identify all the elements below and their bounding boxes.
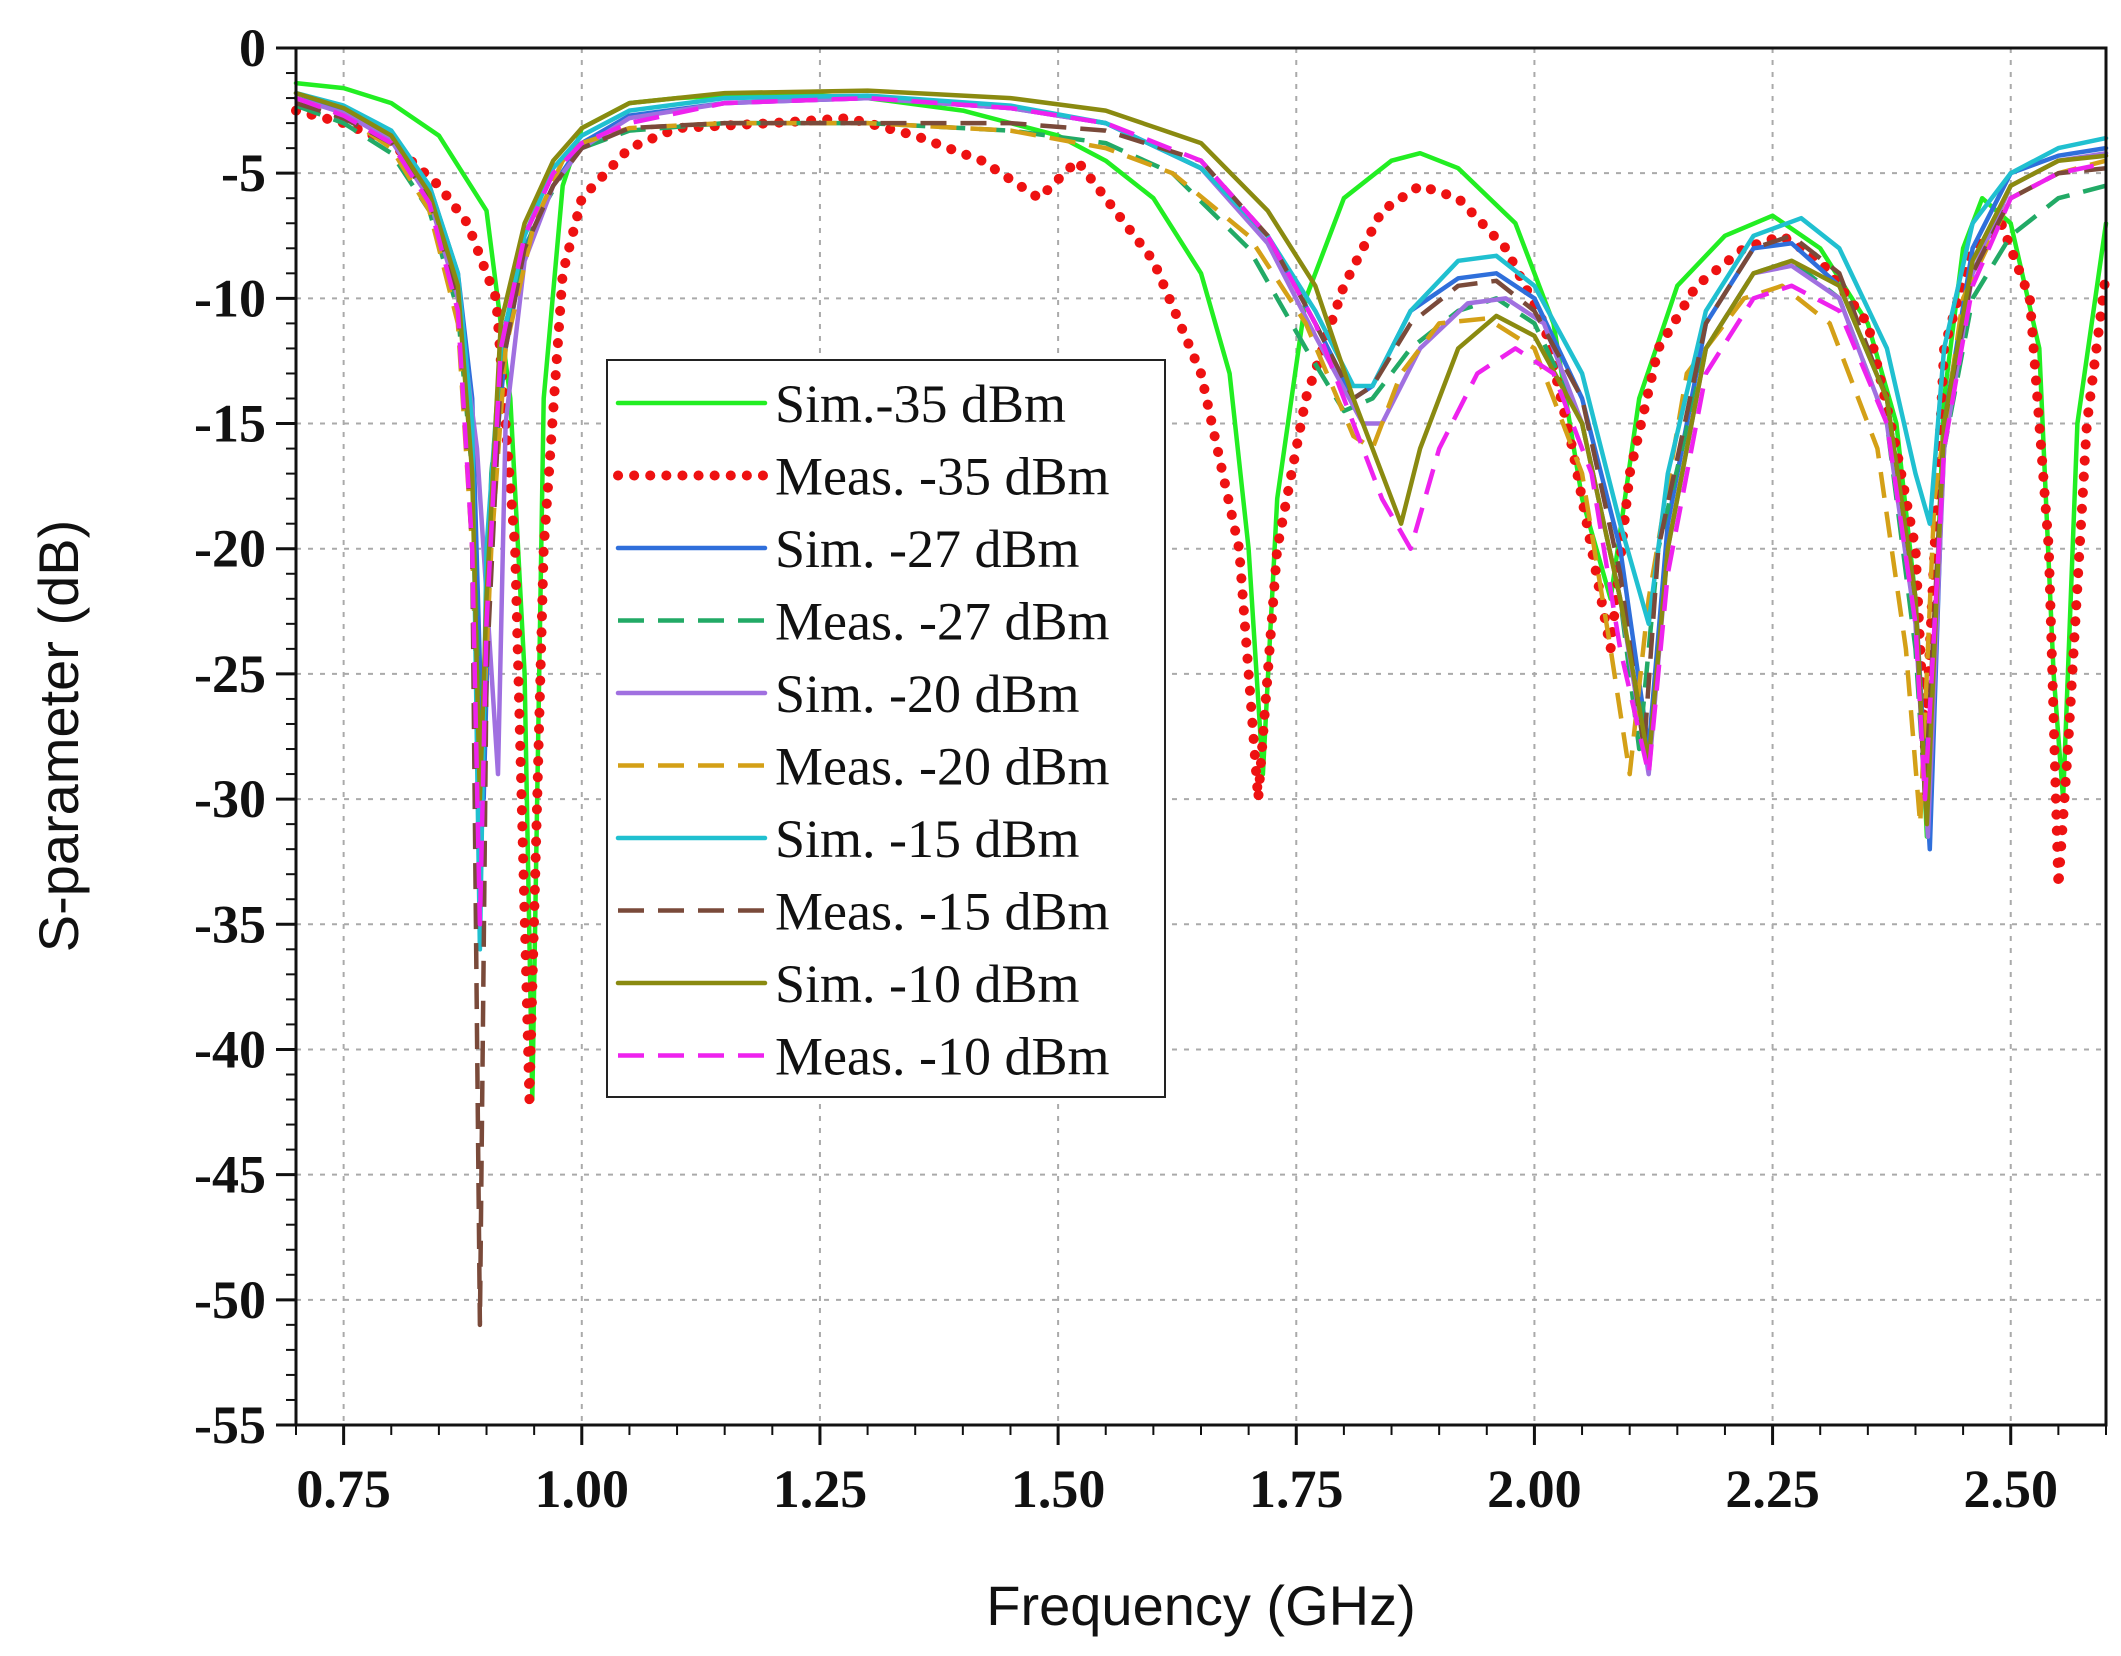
y-tick-label: -5 [221,143,266,203]
x-tick-label: 2.50 [1963,1459,2058,1519]
y-tick-label: -20 [194,519,266,579]
legend-label-0: Sim.-35 dBm [775,374,1066,434]
x-axis-label: Frequency (GHz) [986,1574,1415,1637]
x-tick-label: 2.25 [1725,1459,1820,1519]
legend-label-1: Meas. -35 dBm [775,447,1109,507]
y-tick-label: -35 [194,894,266,954]
y-tick-label: -25 [194,644,266,704]
x-tick-labels: 0.75 1.00 1.25 1.50 1.75 2.00 2.25 2.50 [296,1459,2058,1519]
legend-label-8: Sim. -10 dBm [775,954,1080,1014]
legend-label-6: Sim. -15 dBm [775,809,1080,869]
legend-box [606,359,1166,1098]
axis-ticks [276,46,2107,1445]
legend-label-3: Meas. -27 dBm [775,592,1109,652]
y-tick-label: -15 [194,394,266,454]
y-tick-label: -40 [194,1019,266,1079]
x-tick-label: 1.50 [1011,1459,1106,1519]
y-tick-label: 0 [239,18,266,78]
x-tick-label: 0.75 [296,1459,391,1519]
x-tick-label: 1.25 [773,1459,868,1519]
y-tick-label: -55 [194,1395,266,1455]
series-line-5 [295,95,2107,827]
legend-label-7: Meas. -15 dBm [775,882,1109,942]
y-axis-label: S-parameter (dB) [27,520,90,953]
series-line-9 [295,95,2107,927]
legend-label-2: Sim. -27 dBm [775,519,1080,579]
legend: Sim.-35 dBm Meas. -35 dBm Sim. -27 dBm Meas… [606,359,1166,1098]
y-tick-label: -30 [194,769,266,829]
legend-label-9: Meas. -10 dBm [775,1027,1109,1087]
legend-label-5: Meas. -20 dBm [775,737,1109,797]
series-lines [291,80,2111,1328]
series-line-8 [293,88,2109,827]
y-tick-label: -10 [194,268,266,328]
y-tick-label: -50 [194,1270,266,1330]
y-tick-label: -45 [194,1145,266,1205]
x-tick-label: 1.75 [1249,1459,1344,1519]
x-tick-label: 1.00 [535,1459,630,1519]
y-tick-labels: 0 -5 -10 -15 -20 -25 -30 -35 -40 -45 -50 -55 [194,18,266,1455]
legend-label-4: Sim. -20 dBm [775,664,1080,724]
x-tick-label: 2.00 [1487,1459,1582,1519]
